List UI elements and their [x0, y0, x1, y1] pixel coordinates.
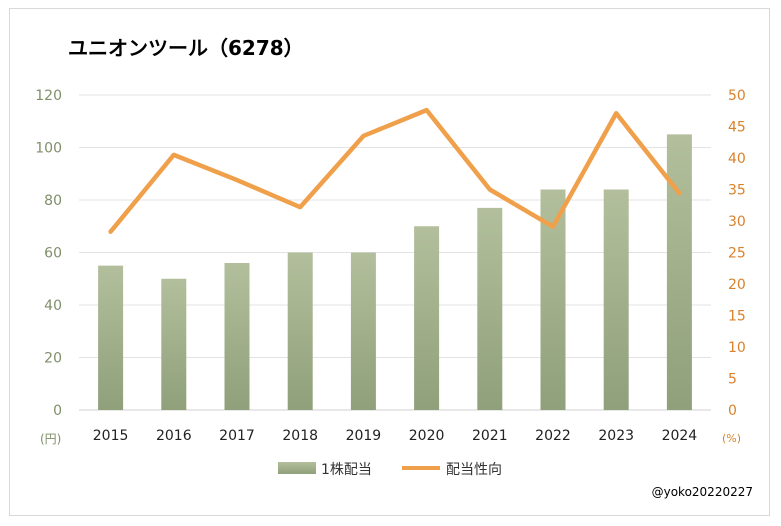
right-tick-label: 30 — [728, 214, 746, 230]
right-tick-label: 25 — [728, 246, 746, 262]
x-tick-label: 2022 — [535, 428, 571, 444]
line-path — [108, 107, 682, 234]
right-tick-label: 5 — [728, 372, 737, 388]
bar — [287, 252, 313, 410]
bar — [224, 263, 250, 410]
bar — [98, 265, 124, 410]
right-tick-label: 40 — [728, 151, 746, 167]
right-tick-label: 50 — [728, 88, 746, 104]
legend-line-label: 配当性向 — [446, 462, 502, 478]
right-tick-label: 20 — [728, 277, 746, 293]
bar — [603, 189, 629, 410]
right-tick-label: 15 — [728, 309, 746, 325]
left-tick-label: 60 — [44, 246, 62, 262]
chart-frame — [9, 8, 770, 516]
right-tick-label: 45 — [728, 120, 746, 136]
left-axis: 0 20 40 60 80 100 120 — [35, 88, 62, 419]
x-tick-label: 2016 — [156, 428, 192, 444]
legend-bar-label: 1株配当 — [321, 462, 372, 478]
legend: 1株配当 配当性向 — [278, 462, 502, 478]
x-tick-label: 2023 — [598, 428, 634, 444]
x-tick-label: 2017 — [219, 428, 255, 444]
x-axis: 2015 2016 2017 2018 2019 2020 2021 2022 2023 2024 — [93, 428, 698, 444]
legend-bar-swatch — [278, 462, 316, 474]
x-tick-label: 2024 — [662, 428, 698, 444]
right-tick-label: 0 — [728, 403, 737, 419]
right-tick-label: 10 — [728, 340, 746, 356]
bar — [161, 278, 187, 410]
x-tick-label: 2018 — [282, 428, 318, 444]
x-tick-label: 2015 — [93, 428, 129, 444]
right-tick-label: 35 — [728, 183, 746, 199]
x-tick-label: 2020 — [409, 428, 445, 444]
bar — [666, 134, 692, 410]
right-axis: 0 5 10 15 20 25 30 35 40 45 50 — [728, 88, 746, 419]
right-axis-unit: (%) — [722, 432, 741, 445]
credit: @yoko20220227 — [652, 485, 753, 499]
bar-series — [98, 134, 692, 410]
bar — [414, 226, 440, 410]
left-tick-label: 0 — [53, 403, 62, 419]
left-tick-label: 40 — [44, 298, 62, 314]
left-tick-label: 120 — [35, 88, 62, 104]
bar — [477, 207, 503, 410]
x-tick-label: 2019 — [346, 428, 382, 444]
left-axis-unit: (円) — [40, 432, 61, 446]
left-tick-label: 100 — [35, 141, 62, 157]
line-series — [108, 107, 682, 234]
x-tick-label: 2021 — [472, 428, 508, 444]
left-tick-label: 20 — [44, 351, 62, 367]
bar — [350, 252, 376, 410]
left-tick-label: 80 — [44, 193, 62, 209]
chart-title: ユニオンツール（6278） — [68, 36, 304, 60]
